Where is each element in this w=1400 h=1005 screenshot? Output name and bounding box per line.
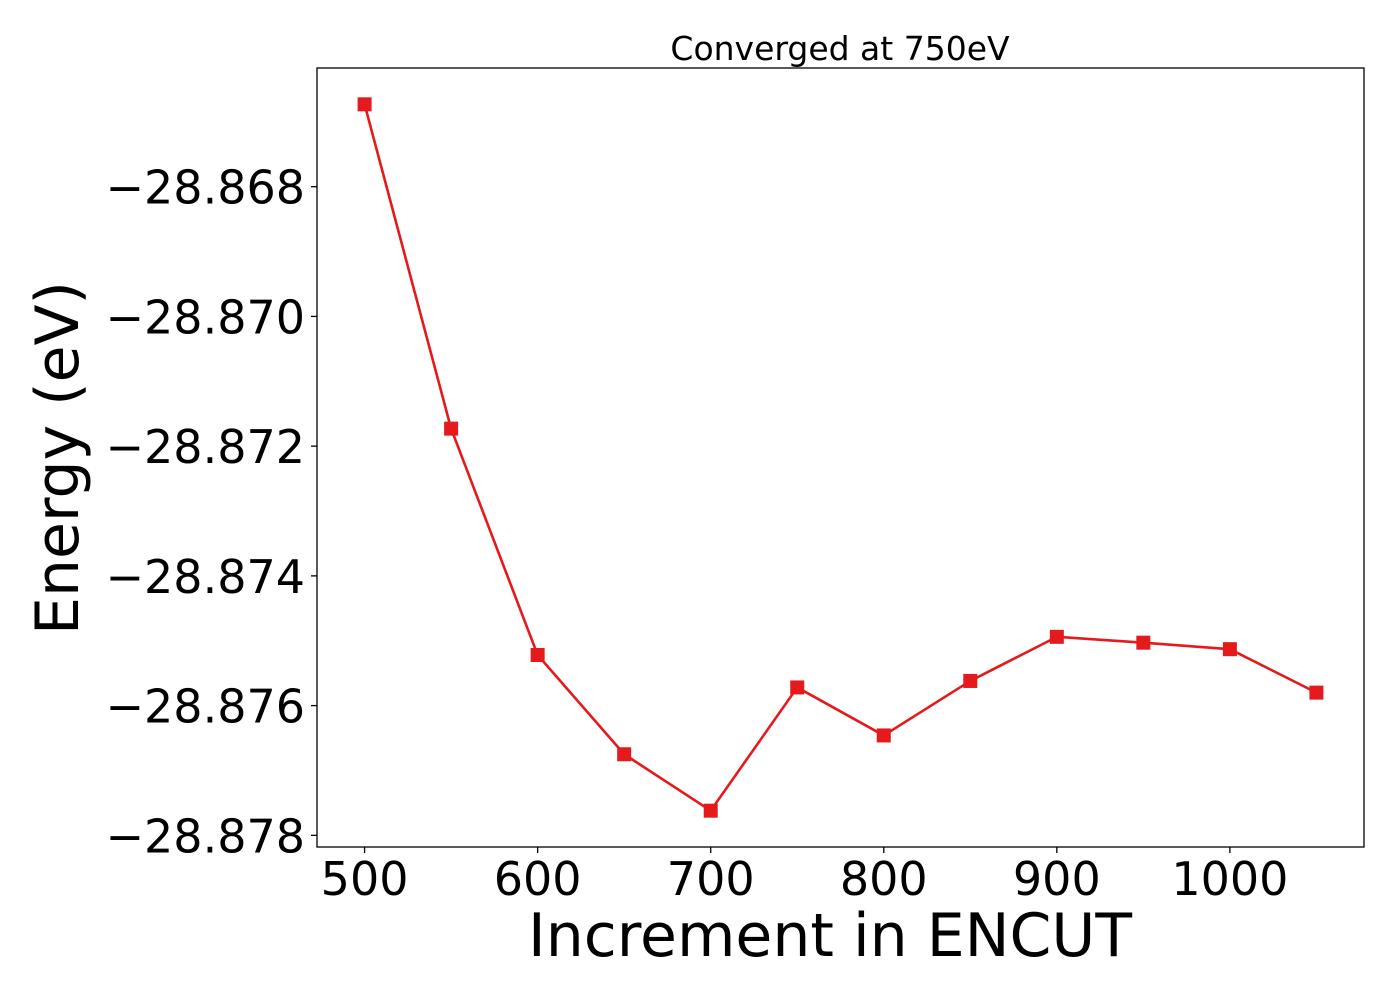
- data-point-marker: [1309, 685, 1324, 700]
- x-tick-label: 1000: [1171, 852, 1288, 906]
- series-layer: [357, 97, 1324, 818]
- x-tick-label: 700: [667, 852, 755, 906]
- y-tick-label: −28.868: [106, 161, 306, 215]
- y-tick-label: −28.878: [106, 809, 306, 863]
- y-axis-label: Energy (eV): [23, 281, 93, 635]
- data-point-marker: [530, 648, 545, 663]
- data-point-marker: [357, 97, 372, 112]
- data-point-marker: [1222, 642, 1237, 657]
- chart-title: Converged at 750eV: [670, 29, 1010, 68]
- data-point-marker: [1049, 629, 1064, 644]
- y-tick-label: −28.874: [106, 550, 306, 604]
- x-tick-label: 500: [321, 852, 409, 906]
- data-point-marker: [963, 673, 978, 688]
- data-point-marker: [444, 421, 459, 436]
- plot-area-frame: [316, 67, 1365, 848]
- series-line: [363, 103, 1317, 812]
- data-point-marker: [617, 747, 632, 762]
- x-tick-label: 600: [494, 852, 582, 906]
- y-axis-ticks: −28.868 −28.870 −28.872 −28.874 −28.876 −28.8…: [106, 161, 317, 863]
- data-point-marker: [876, 728, 891, 743]
- y-tick-label: −28.870: [106, 290, 306, 344]
- x-tick-label: 900: [1013, 852, 1101, 906]
- data-point-marker: [790, 680, 805, 695]
- y-tick-label: −28.876: [106, 680, 306, 734]
- x-axis-ticks: 500 600 700 800 900 1000: [321, 847, 1288, 906]
- y-tick-label: −28.872: [106, 420, 306, 474]
- data-point-marker: [703, 803, 718, 818]
- x-tick-label: 800: [840, 852, 928, 906]
- x-axis-label: Increment in ENCUT: [528, 901, 1132, 971]
- data-point-marker: [1136, 635, 1151, 650]
